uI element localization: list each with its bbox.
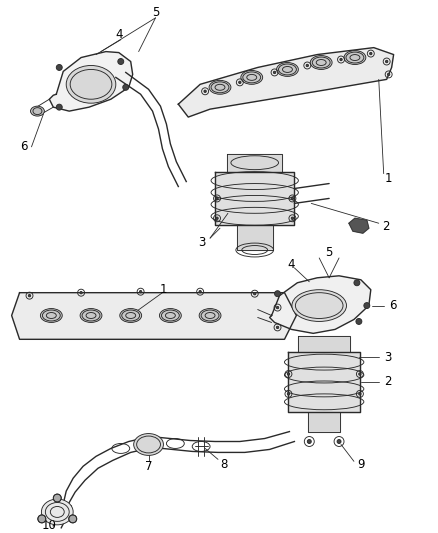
Circle shape: [38, 515, 46, 523]
Ellipse shape: [80, 309, 102, 322]
Text: 1: 1: [385, 172, 392, 185]
Text: 2: 2: [382, 220, 389, 233]
Ellipse shape: [66, 66, 116, 103]
Circle shape: [139, 290, 142, 293]
Circle shape: [359, 373, 361, 375]
Circle shape: [204, 90, 206, 92]
Circle shape: [370, 52, 372, 55]
Circle shape: [276, 306, 279, 309]
Circle shape: [275, 290, 280, 297]
Circle shape: [28, 294, 31, 297]
Circle shape: [359, 393, 361, 395]
Text: 6: 6: [20, 140, 27, 154]
Circle shape: [276, 326, 279, 329]
Text: 3: 3: [198, 236, 206, 248]
Polygon shape: [227, 154, 283, 172]
Circle shape: [356, 319, 362, 325]
Text: 2: 2: [384, 375, 391, 389]
Circle shape: [306, 64, 308, 67]
Circle shape: [80, 292, 82, 294]
Polygon shape: [349, 219, 369, 233]
Circle shape: [57, 64, 62, 70]
Polygon shape: [270, 276, 371, 333]
Ellipse shape: [310, 55, 332, 69]
Text: 7: 7: [145, 460, 152, 473]
Ellipse shape: [134, 433, 163, 455]
Circle shape: [273, 71, 276, 74]
Polygon shape: [289, 352, 360, 411]
Text: 9: 9: [357, 458, 364, 471]
Circle shape: [340, 58, 342, 61]
Ellipse shape: [42, 499, 73, 525]
Text: 4: 4: [115, 28, 123, 41]
Polygon shape: [178, 47, 394, 117]
Polygon shape: [12, 293, 297, 340]
Text: 8: 8: [220, 458, 227, 471]
Circle shape: [354, 280, 360, 286]
Text: 4: 4: [288, 259, 295, 271]
Ellipse shape: [159, 309, 181, 322]
Text: 10: 10: [42, 519, 57, 532]
Text: 6: 6: [389, 299, 396, 312]
Circle shape: [307, 440, 311, 443]
Circle shape: [388, 73, 390, 76]
Ellipse shape: [31, 106, 44, 116]
Polygon shape: [237, 225, 272, 250]
Polygon shape: [298, 336, 350, 352]
Ellipse shape: [292, 290, 346, 321]
Ellipse shape: [120, 309, 141, 322]
Circle shape: [69, 515, 77, 523]
Circle shape: [53, 494, 61, 502]
Ellipse shape: [276, 62, 298, 76]
Circle shape: [385, 60, 388, 63]
Circle shape: [216, 197, 218, 200]
Circle shape: [364, 303, 370, 309]
Circle shape: [337, 440, 341, 443]
Circle shape: [254, 293, 256, 295]
Circle shape: [239, 81, 241, 84]
Circle shape: [291, 217, 293, 220]
Circle shape: [287, 373, 290, 375]
Circle shape: [287, 393, 290, 395]
Polygon shape: [308, 411, 340, 432]
Circle shape: [199, 290, 201, 293]
Ellipse shape: [40, 309, 62, 322]
Text: 5: 5: [325, 246, 333, 260]
Ellipse shape: [241, 70, 263, 84]
Ellipse shape: [344, 51, 366, 64]
Circle shape: [57, 104, 62, 110]
Circle shape: [291, 197, 293, 200]
Text: 5: 5: [152, 6, 159, 19]
Polygon shape: [49, 52, 133, 111]
Text: 1: 1: [160, 283, 167, 296]
Circle shape: [123, 84, 129, 90]
Ellipse shape: [199, 309, 221, 322]
Text: 3: 3: [384, 351, 391, 364]
Ellipse shape: [209, 80, 231, 94]
Polygon shape: [215, 172, 294, 225]
Circle shape: [216, 217, 218, 220]
Circle shape: [118, 59, 124, 64]
